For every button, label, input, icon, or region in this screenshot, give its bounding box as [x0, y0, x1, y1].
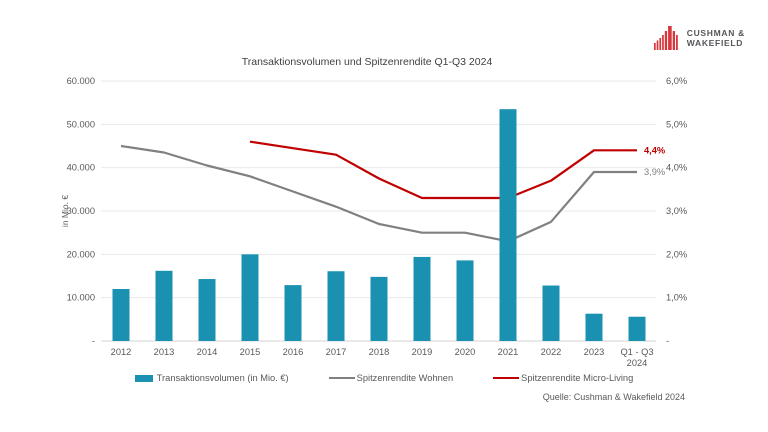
left-axis-tick: 10.000: [67, 293, 95, 303]
right-axis-tick: 6,0%: [666, 76, 687, 86]
x-axis-label: 2018: [369, 347, 390, 357]
logo-bar: [675, 35, 678, 50]
right-axis-tick: 3,0%: [666, 206, 687, 216]
legend-label-micro-living: Spitzenrendite Micro-Living: [521, 373, 634, 383]
logo-bar: [653, 43, 656, 50]
bar-2016: [284, 285, 302, 341]
left-axis-title: in Mio. €: [60, 195, 70, 227]
logo-bar: [672, 31, 675, 50]
cw-logo-icon: [653, 26, 678, 50]
x-axis-label: 2021: [498, 347, 519, 357]
bar-swatch-icon: [134, 374, 153, 382]
logo-bar: [661, 35, 664, 50]
x-axis-label: 2024: [627, 358, 648, 368]
legend-label-transaktionsvolumen: Transaktionsvolumen (in Mio. €): [156, 373, 289, 383]
right-axis-tick: 1,0%: [666, 293, 687, 303]
x-axis-label: 2022: [541, 347, 562, 357]
x-axis-label: 2023: [584, 347, 605, 357]
legend-label-wohnen: Spitzenrendite Wohnen: [356, 373, 454, 383]
chart-title: Transaktionsvolumen und Spitzenrendite Q…: [241, 56, 493, 68]
x-axis-label: 2013: [154, 347, 175, 357]
legend-item-micro-living: Spitzenrendite Micro-Living: [493, 373, 633, 383]
bar-2019: [413, 256, 431, 341]
cw-logo-line2: WAKEFIELD: [686, 38, 744, 48]
bar-2018: [370, 276, 388, 341]
bar-2023: [585, 313, 603, 341]
right-axis-tick: -: [666, 336, 669, 346]
x-axis-label: 2017: [326, 347, 347, 357]
left-axis-tick: 20.000: [67, 249, 95, 259]
bar-2014: [198, 279, 216, 341]
data-label-wohnen: 3,9%: [644, 167, 665, 177]
logo-bar: [664, 31, 667, 50]
bar-2017: [327, 271, 345, 341]
right-axis-tick: 4,0%: [666, 163, 687, 173]
left-axis-tick: 30.000: [67, 206, 95, 216]
line-swatch-micro-living-icon: [493, 376, 520, 380]
line-series-1: [249, 140, 637, 200]
x-axis-label: 2020: [455, 347, 476, 357]
bar-2013: [155, 270, 173, 341]
bar-2021: [499, 109, 517, 342]
right-axis-tick: 2,0%: [666, 249, 687, 259]
x-axis-label: Q1 - Q3: [620, 347, 653, 357]
bar-2020: [456, 260, 474, 341]
x-axis-label: 2014: [197, 347, 218, 357]
bar-2012: [112, 289, 130, 341]
x-axis-label: 2016: [283, 347, 304, 357]
left-axis-tick: 50.000: [67, 119, 95, 129]
source-note: Quelle: Cushman & Wakefield 2024: [542, 392, 685, 402]
line-series-0: [120, 144, 637, 243]
bar-Q1 - Q3 2024: [628, 316, 646, 341]
x-axis-label: 2012: [111, 347, 132, 357]
legend-item-transaktionsvolumen: Transaktionsvolumen (in Mio. €): [134, 373, 289, 383]
bar-2015: [241, 254, 259, 341]
x-axis-label: 2019: [412, 347, 433, 357]
right-axis-tick: 5,0%: [666, 119, 687, 129]
left-axis-tick: 40.000: [67, 163, 95, 173]
bar-2022: [542, 285, 560, 341]
line-swatch-wohnen-icon: [328, 376, 355, 380]
logo-bar: [667, 26, 672, 50]
cw-logo-line1: CUSHMAN &: [686, 27, 745, 38]
logo-bar: [656, 40, 659, 50]
x-axis-label: 2015: [240, 347, 261, 357]
legend-item-wohnen: Spitzenrendite Wohnen: [328, 373, 454, 383]
logo-bar: [659, 38, 661, 50]
cw-logo: CUSHMAN & WAKEFIELD: [653, 26, 745, 50]
cw-logo-text: CUSHMAN & WAKEFIELD: [687, 28, 745, 48]
data-label-micro: 4,4%: [644, 145, 666, 155]
chart-legend: Transaktionsvolumen (in Mio. €) Spitzenr…: [0, 373, 768, 383]
left-axis-tick: -: [92, 336, 95, 346]
left-axis-tick: 60.000: [67, 76, 95, 86]
